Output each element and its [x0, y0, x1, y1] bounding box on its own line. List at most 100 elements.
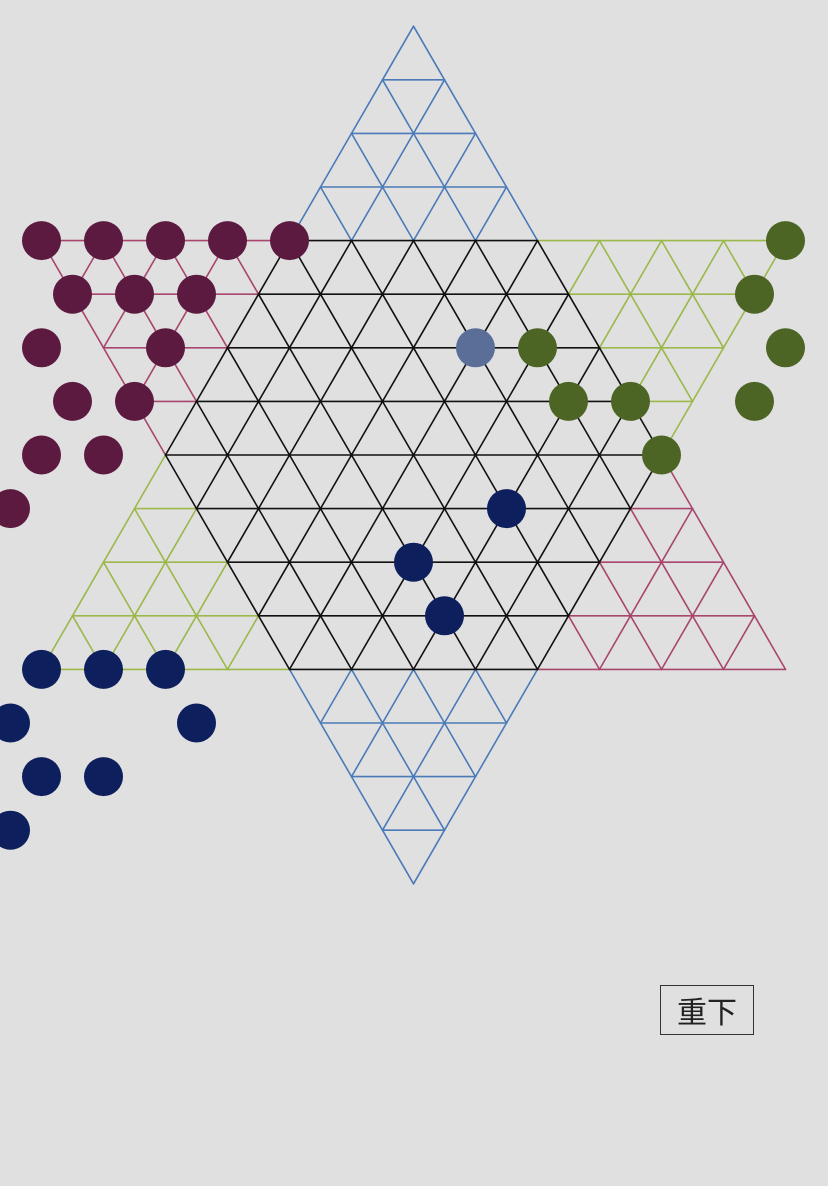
grid-line	[195, 400, 229, 456]
grid-line	[133, 454, 167, 510]
navy-piece[interactable]	[146, 649, 185, 689]
grid-line	[412, 79, 446, 135]
grid-line	[195, 346, 229, 403]
maroon-piece[interactable]	[146, 328, 185, 368]
grid-line	[257, 454, 291, 510]
maroon-piece[interactable]	[270, 221, 309, 261]
grid-line	[660, 346, 694, 403]
navy-piece[interactable]	[84, 649, 123, 689]
maroon-piece[interactable]	[84, 221, 123, 261]
grid-line	[567, 614, 601, 671]
grid-line	[474, 239, 508, 296]
grid-line	[629, 293, 663, 349]
grid-line	[350, 561, 384, 617]
green-piece[interactable]	[518, 328, 557, 368]
reset-button[interactable]: 重下	[660, 985, 754, 1035]
green-piece[interactable]	[642, 435, 681, 475]
grid-line	[350, 400, 384, 456]
grid-line	[629, 507, 663, 564]
grid-line	[195, 507, 229, 564]
grid-line	[660, 293, 694, 349]
grid-line	[412, 293, 446, 349]
grid-line	[443, 775, 477, 832]
grid-line	[350, 132, 384, 188]
grid-line	[350, 668, 384, 724]
green-piece[interactable]	[549, 381, 588, 421]
grid-line	[567, 561, 601, 617]
grid-line	[164, 454, 198, 510]
green-piece[interactable]	[735, 381, 774, 421]
grid-line	[505, 561, 539, 617]
grid-line	[443, 186, 477, 242]
navy-piece[interactable]	[177, 703, 216, 743]
grid-line	[660, 614, 694, 671]
grid-line	[381, 775, 415, 832]
grid-line	[164, 400, 198, 456]
grid-line	[691, 346, 725, 403]
navy-piece[interactable]	[0, 703, 30, 743]
maroon-piece[interactable]	[115, 381, 154, 421]
grid-line	[753, 614, 787, 671]
grid-line	[319, 346, 353, 403]
grid-line	[319, 614, 353, 671]
grid-line	[722, 614, 756, 671]
grid-line	[257, 561, 291, 617]
green-piece[interactable]	[766, 328, 805, 368]
grid-line	[381, 829, 415, 885]
grid-line	[412, 346, 446, 403]
grid-line	[598, 454, 632, 510]
maroon-piece[interactable]	[22, 435, 61, 475]
grid-line	[133, 561, 167, 617]
navy-piece[interactable]	[487, 489, 526, 529]
grid-line	[598, 293, 632, 349]
grid-line	[226, 561, 260, 617]
grid-line	[443, 507, 477, 564]
grid-line	[319, 293, 353, 349]
grid-line	[350, 79, 384, 135]
grid-line	[536, 239, 570, 296]
grid-line	[474, 614, 508, 671]
grid-line	[412, 775, 446, 832]
navy-piece[interactable]	[22, 649, 61, 689]
grid-line	[722, 561, 756, 617]
maroon-piece[interactable]	[22, 221, 61, 261]
grid-line	[412, 668, 446, 724]
grid-line	[350, 614, 384, 671]
grid-line	[412, 239, 446, 296]
selected-piece[interactable]	[456, 328, 495, 368]
grid-line	[257, 507, 291, 564]
grid-line	[319, 454, 353, 510]
grid-line	[474, 668, 508, 724]
green-piece[interactable]	[766, 221, 805, 261]
grid-line	[412, 829, 446, 885]
navy-piece[interactable]	[425, 596, 464, 636]
maroon-piece[interactable]	[115, 274, 154, 314]
maroon-piece[interactable]	[53, 274, 92, 314]
grid-line	[350, 346, 384, 403]
grid-line	[505, 186, 539, 242]
grid-line	[505, 668, 539, 724]
maroon-piece[interactable]	[208, 221, 247, 261]
grid-line	[350, 239, 384, 296]
grid-line	[381, 132, 415, 188]
maroon-piece[interactable]	[146, 221, 185, 261]
grid-line	[288, 454, 322, 510]
navy-piece[interactable]	[84, 757, 123, 797]
navy-piece[interactable]	[394, 542, 433, 582]
grid-line	[598, 561, 632, 617]
maroon-piece[interactable]	[22, 328, 61, 368]
grid-line	[195, 561, 229, 617]
grid-line	[164, 507, 198, 564]
navy-piece[interactable]	[0, 810, 30, 850]
maroon-piece[interactable]	[177, 274, 216, 314]
grid-line	[381, 346, 415, 403]
maroon-piece[interactable]	[84, 435, 123, 475]
navy-piece[interactable]	[22, 757, 61, 797]
maroon-piece[interactable]	[0, 489, 30, 529]
grid-line	[350, 293, 384, 349]
grid-line	[381, 293, 415, 349]
maroon-piece[interactable]	[53, 381, 92, 421]
green-piece[interactable]	[611, 381, 650, 421]
green-piece[interactable]	[735, 274, 774, 314]
